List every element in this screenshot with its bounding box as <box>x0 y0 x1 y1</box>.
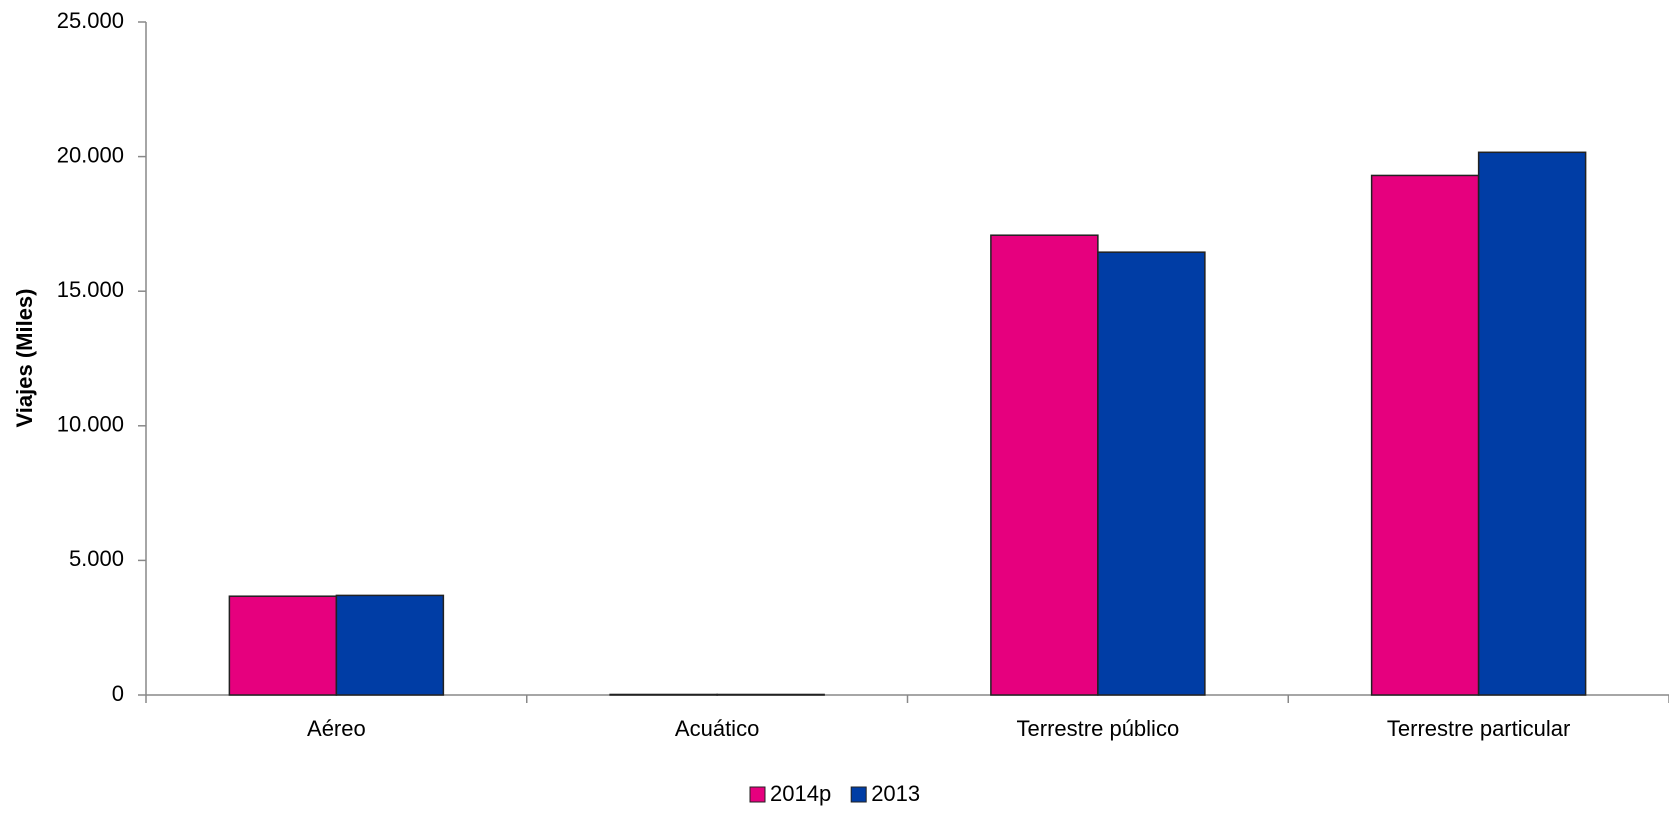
legend-swatch <box>749 786 766 803</box>
y-tick-label: 20.000 <box>57 142 124 167</box>
x-tick-label: Terrestre particular <box>1387 716 1570 741</box>
y-tick-label: 10.000 <box>57 412 124 437</box>
bar <box>609 693 718 696</box>
y-tick-label: 5.000 <box>69 546 124 571</box>
bar <box>990 234 1099 696</box>
bar <box>1097 251 1206 696</box>
bar <box>1370 174 1480 696</box>
x-tick-label: Acuático <box>675 716 759 741</box>
bar <box>716 693 825 696</box>
legend-swatch <box>850 786 867 803</box>
legend-label: 2013 <box>871 781 920 806</box>
bar <box>1477 151 1587 696</box>
y-tick-label: 15.000 <box>57 277 124 302</box>
y-tick-label: 25.000 <box>57 8 124 33</box>
x-tick-label: Terrestre público <box>1017 716 1180 741</box>
bar <box>228 595 338 696</box>
bar <box>335 594 445 696</box>
x-tick-label: Aéreo <box>307 716 366 741</box>
legend-label: 2014p <box>770 781 831 806</box>
y-axis-title: Viajes (Miles) <box>12 289 37 428</box>
y-tick-label: 0 <box>112 681 124 706</box>
